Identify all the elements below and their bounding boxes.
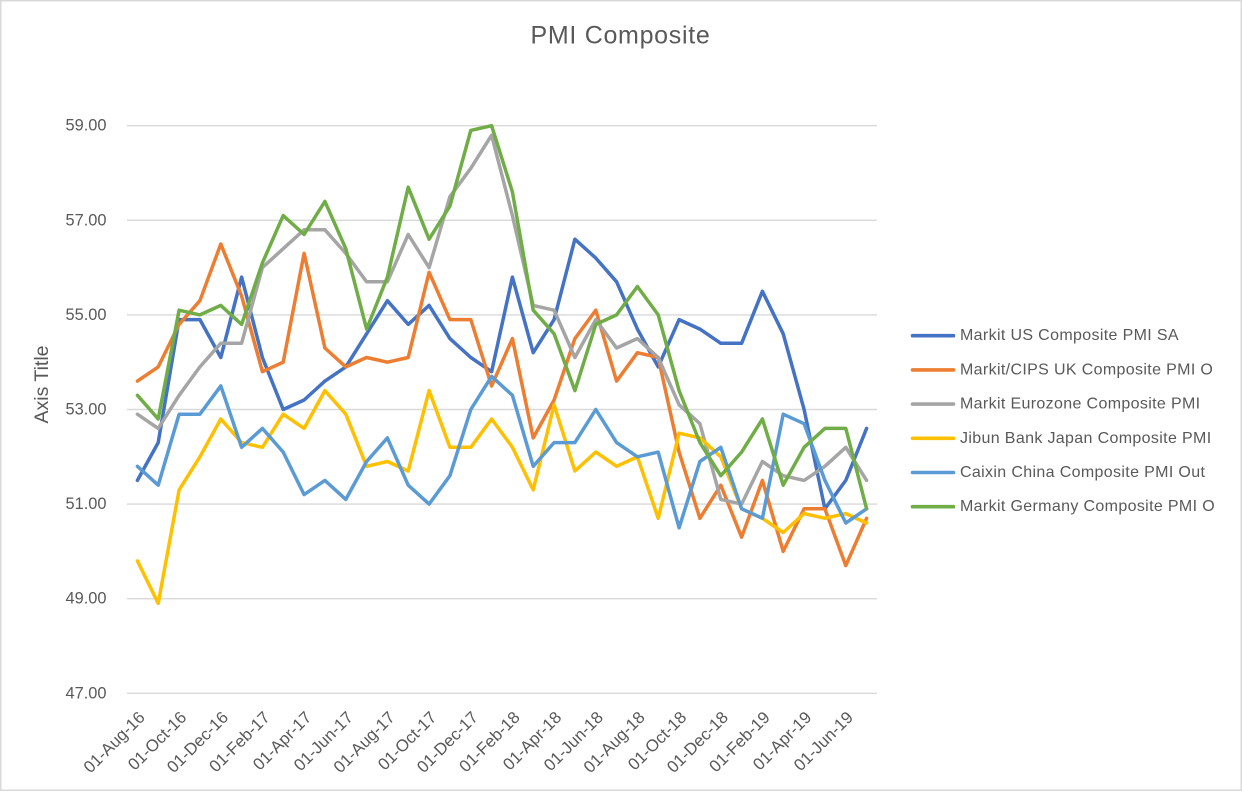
svg-text:49.00: 49.00 [65,590,106,608]
svg-text:55.00: 55.00 [65,306,106,324]
svg-text:Markit/CIPS UK Composite PMI O: Markit/CIPS UK Composite PMI O [960,361,1213,378]
svg-text:Markit Germany Composite PMI O: Markit Germany Composite PMI O [960,498,1215,515]
svg-text:53.00: 53.00 [65,401,106,419]
svg-text:47.00: 47.00 [65,684,106,702]
svg-text:Markit US Composite PMI SA: Markit US Composite PMI SA [960,327,1179,344]
svg-text:Markit Eurozone Composite PMI: Markit Eurozone Composite PMI [960,396,1200,413]
svg-text:51.00: 51.00 [65,495,106,513]
svg-text:Jibun Bank Japan Composite PMI: Jibun Bank Japan Composite PMI [960,430,1212,447]
svg-text:Caixin China Composite PMI Out: Caixin China Composite PMI Out [960,464,1205,481]
svg-text:59.00: 59.00 [65,117,106,135]
svg-text:57.00: 57.00 [65,211,106,229]
svg-text:PMI Composite: PMI Composite [531,22,711,50]
svg-text:Axis Title: Axis Title [31,345,53,423]
